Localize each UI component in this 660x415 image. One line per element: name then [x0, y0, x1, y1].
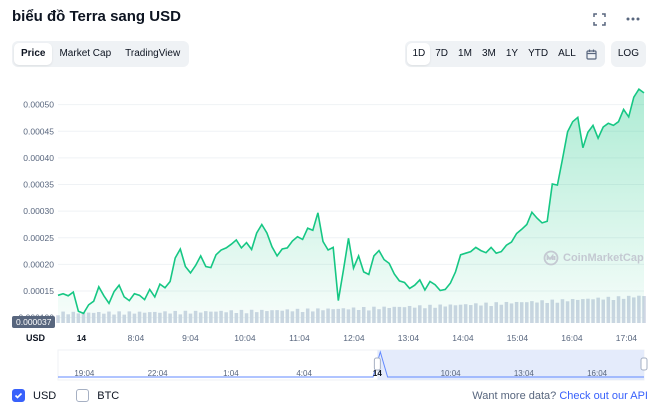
btc-label: BTC: [97, 389, 120, 402]
range-all[interactable]: ALL: [558, 48, 576, 59]
usd-checkbox[interactable]: [12, 389, 25, 402]
navigator-label: 19:04: [74, 369, 95, 378]
btc-checkbox[interactable]: [76, 389, 90, 402]
y-tick-label: 0.00030: [23, 206, 54, 216]
range-navigator[interactable]: 19:04 22:04 1:04 4:04 14 10:04 13:04 16:04: [57, 349, 648, 381]
navigator-label: 14: [373, 369, 382, 378]
axis-currency-label: USD: [26, 333, 46, 343]
api-link[interactable]: Check out our API: [559, 389, 648, 402]
range-1y[interactable]: 1Y: [505, 48, 519, 59]
range-7d[interactable]: 7D: [435, 48, 449, 59]
x-tick-label: 10:04: [234, 333, 256, 343]
current-price-badge: 0.000037: [12, 316, 56, 328]
time-range-selector: 1D 7D 1M 3M 1Y YTD ALL LOG: [405, 41, 646, 67]
range-1m[interactable]: 1M: [458, 48, 472, 59]
range-3m[interactable]: 3M: [481, 48, 496, 59]
check-icon: [14, 392, 23, 399]
log-scale-button[interactable]: LOG: [610, 41, 646, 67]
x-tick-label: 11:04: [289, 333, 310, 343]
more-data-label: Want more data?: [472, 389, 557, 402]
navigator-handle-right: [640, 357, 648, 371]
x-tick-label: 16:04: [561, 333, 583, 343]
y-tick-label: 0.00035: [23, 180, 54, 190]
fullscreen-icon[interactable]: [590, 10, 608, 28]
x-tick-label: 13:04: [398, 333, 420, 343]
navigator-label: 1:04: [223, 369, 239, 378]
usd-toggle[interactable]: USD: [12, 389, 56, 402]
chart-footer: USD BTC Want more data? Check out our AP…: [12, 389, 648, 402]
y-tick-label: 0.00045: [23, 126, 54, 136]
chart-type-tabs: Price Market Cap TradingView: [12, 41, 190, 67]
btc-toggle[interactable]: BTC: [76, 389, 119, 402]
x-tick-label: 14:04: [452, 333, 474, 343]
y-tick-label: 0.00020: [23, 259, 54, 269]
header-actions: [590, 10, 642, 28]
navigator-label: 16:04: [587, 369, 608, 378]
price-line: [57, 88, 645, 315]
y-tick-label: 0.00050: [23, 100, 54, 110]
price-area: [58, 89, 644, 323]
navigator-label: 22:04: [148, 369, 169, 378]
y-tick-label: 0.00015: [23, 286, 54, 296]
x-tick-label: 17:04: [616, 333, 638, 343]
navigator-selection: [377, 350, 644, 380]
x-tick-label: 12:04: [343, 333, 365, 343]
calendar-icon[interactable]: [581, 43, 603, 65]
navigator-label: 10:04: [441, 369, 462, 378]
x-tick-label: 8:04: [128, 333, 145, 343]
coinmarketcap-logo-icon: [543, 250, 559, 266]
y-tick-label: 0.00040: [23, 153, 54, 163]
navigator-label: 4:04: [296, 369, 312, 378]
navigator-label: 13:04: [514, 369, 535, 378]
tab-tradingview[interactable]: TradingView: [125, 48, 181, 59]
x-tick-label: 14: [77, 333, 87, 343]
x-tick-label: 15:04: [507, 333, 529, 343]
range-1d[interactable]: 1D: [407, 43, 431, 65]
tab-price[interactable]: Price: [14, 43, 53, 65]
range-group: 1D 7D 1M 3M 1Y YTD ALL: [405, 41, 605, 67]
x-tick-label: 9:04: [182, 333, 199, 343]
navigator-line: [58, 350, 644, 378]
page-title: biểu đồ Terra sang USD: [12, 8, 181, 25]
navigator-handle-left: [373, 357, 381, 371]
range-ytd[interactable]: YTD: [528, 48, 549, 59]
more-data-text: Want more data? Check out our API: [472, 390, 648, 402]
price-chart[interactable]: 0.0001000.000150.000200.000250.000300.00…: [0, 80, 660, 385]
tab-market-cap[interactable]: Market Cap: [59, 48, 112, 59]
usd-label: USD: [33, 389, 57, 402]
more-options-icon[interactable]: [624, 10, 642, 28]
coinmarketcap-watermark: CoinMarketCap: [543, 250, 644, 266]
y-tick-label: 0.00025: [23, 233, 54, 243]
watermark-text: CoinMarketCap: [563, 252, 644, 264]
